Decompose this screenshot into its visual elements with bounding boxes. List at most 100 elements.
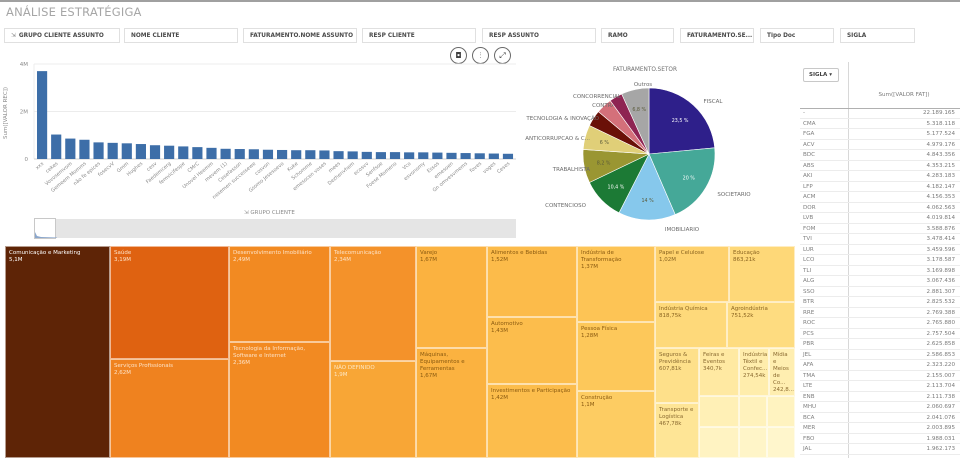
bar-scrollbar-thumb[interactable] (34, 218, 56, 239)
expand-button[interactable]: ⤢ (494, 47, 511, 64)
filter-grupo-cliente-assunto[interactable]: ⇲ GRUPO CLIENTE ASSUNTO (4, 28, 120, 43)
bar[interactable] (446, 152, 457, 159)
table-row[interactable]: SSO 2.881.307 (800, 287, 960, 297)
treemap-cell-small[interactable] (739, 427, 767, 458)
bar[interactable] (65, 138, 76, 159)
bar[interactable] (389, 152, 401, 159)
bar[interactable] (107, 142, 118, 159)
table-row[interactable]: ENB 2.111.738 (800, 392, 960, 402)
bar[interactable] (305, 150, 316, 159)
filter-resp-cliente[interactable]: RESP CLIENTE (362, 28, 476, 43)
bar[interactable] (375, 152, 386, 159)
bar[interactable] (135, 144, 146, 159)
bar[interactable] (432, 152, 443, 159)
table-row[interactable]: ROC 2.765.880 (800, 318, 960, 329)
bar[interactable] (192, 147, 203, 159)
table-row[interactable]: TLI 3.169.898 (800, 266, 960, 276)
bar[interactable] (37, 71, 48, 159)
table-row[interactable]: LCO 3.178.587 (800, 255, 960, 266)
bar[interactable] (333, 151, 344, 159)
treemap-cell[interactable]: NÃO DEFINIDO 1,9M (330, 361, 416, 458)
table-row[interactable]: BTR 2.825.532 (800, 297, 960, 308)
treemap-cell-small[interactable] (767, 396, 795, 427)
bar[interactable] (79, 139, 90, 159)
treemap-cell-small[interactable] (739, 396, 767, 427)
table-row[interactable]: DOR 4.062.563 (800, 203, 960, 213)
treemap-cell[interactable]: Transporte e Logística 467,78k (655, 403, 699, 458)
bar[interactable] (262, 149, 274, 159)
bar[interactable] (404, 152, 415, 159)
treemap-cell[interactable]: Investimentos e Participação 1,42M (487, 384, 577, 458)
treemap-cell[interactable]: Indústria Química 818,75k (655, 302, 727, 348)
bar[interactable] (361, 151, 372, 159)
treemap-cell-small[interactable] (767, 427, 795, 458)
treemap-cell[interactable]: Desenvolvimento Imobiliário 2,49M (229, 246, 330, 342)
table-row[interactable]: ACM 4.156.353 (800, 192, 960, 203)
bar[interactable] (277, 149, 288, 159)
table-row[interactable]: LTE 2.113.704 (800, 381, 960, 392)
table-row[interactable]: FOM 3.588.876 (800, 224, 960, 234)
sigla-dimension-button[interactable]: SIGLA ▾ (803, 68, 839, 82)
treemap-cell[interactable]: Serviços Profissionais 2,62M (110, 359, 229, 458)
bar[interactable] (164, 145, 175, 159)
table-row[interactable]: AKI 4.283.183 (800, 171, 960, 182)
table-row[interactable]: ALG 3.067.436 (800, 276, 960, 287)
pie-slice[interactable] (621, 87, 650, 155)
table-row[interactable]: FBO 1.988.031 (800, 434, 960, 444)
table-row[interactable]: TVI 3.478.414 (800, 234, 960, 245)
treemap-cell[interactable]: Feiras e Eventos 340,7k (699, 348, 739, 396)
table-row[interactable]: LFP 4.182.147 (800, 182, 960, 192)
treemap-cell[interactable]: Saúde 3,19M (110, 246, 229, 359)
table-row[interactable]: AFA 2.323.220 (800, 360, 960, 371)
treemap-cell[interactable]: Telecomunicação 2,34M (330, 246, 416, 361)
table-row[interactable]: - 22.189.165 (800, 108, 960, 119)
treemap-cell[interactable]: Agroindústria 751,52k (727, 302, 795, 348)
bar[interactable] (347, 151, 358, 159)
treemap-cell[interactable]: Comunicação e Marketing 5,1M (5, 246, 110, 458)
pie-slice[interactable] (618, 153, 676, 221)
treemap-cell[interactable]: Construção 1,1M (577, 391, 655, 458)
bar[interactable] (248, 149, 259, 159)
filter-faturamento-setor[interactable]: FATURAMENTO.SE... (680, 28, 754, 43)
bar[interactable] (488, 153, 499, 159)
filter-sigla[interactable]: SIGLA (840, 28, 915, 43)
table-row[interactable]: JAL 1.962.173 (800, 444, 960, 455)
treemap-cell[interactable]: Automotivo 1,43M (487, 317, 577, 384)
bar[interactable] (234, 149, 245, 159)
treemap-cell-small[interactable] (699, 427, 739, 458)
filter-nome-cliente[interactable]: NOME CLIENTE (124, 28, 238, 43)
table-row[interactable]: BDC 4.843.356 (800, 150, 960, 161)
table-row[interactable]: FGA 5.177.524 (800, 129, 960, 140)
filter-ramo[interactable]: RAMO (601, 28, 674, 43)
table-row[interactable]: MHU 2.060.697 (800, 402, 960, 413)
treemap-cell[interactable]: Papel e Celulose 1,02M (655, 246, 729, 302)
treemap-cell[interactable]: Varejo 1,67M (416, 246, 487, 348)
bar[interactable] (121, 143, 132, 159)
bar[interactable] (206, 147, 217, 159)
table-row[interactable]: CMA 5.318.118 (800, 119, 960, 129)
treemap-cell[interactable]: Indústria de Transformação 1,37M (577, 246, 655, 322)
treemap-cell[interactable]: Máquinas, Equipamentos e Ferramentas 1,67… (416, 348, 487, 458)
bar[interactable] (502, 153, 514, 159)
table-row[interactable]: PBR 2.625.858 (800, 339, 960, 350)
treemap-cell-small[interactable] (699, 396, 739, 427)
treemap-cell[interactable]: Pessoa Física 1,28M (577, 322, 655, 391)
table-row[interactable]: PCS 2.757.504 (800, 329, 960, 339)
bar[interactable] (319, 150, 330, 159)
table-row[interactable]: BCA 2.041.076 (800, 413, 960, 423)
pie-slice[interactable] (648, 87, 716, 155)
bar[interactable] (93, 142, 104, 159)
table-row[interactable]: MER 2.003.895 (800, 423, 960, 434)
treemap-cell[interactable]: Seguros & Previdência 607,81k (655, 348, 699, 403)
bar[interactable] (474, 153, 485, 159)
treemap-cell[interactable]: Indústria Têxtil e Confec... 274,54k (739, 348, 769, 396)
table-row[interactable]: JEL 2.586.853 (800, 350, 960, 360)
bar[interactable] (178, 146, 189, 159)
bar[interactable] (149, 145, 161, 159)
pie-slice[interactable] (648, 147, 716, 215)
treemap-cell[interactable]: Tecnologia da Informação, Software e Int… (229, 342, 330, 458)
filter-tipo-doc[interactable]: Tipo Doc (760, 28, 834, 43)
bar[interactable] (291, 150, 302, 159)
table-row[interactable]: ABS 4.353.215 (800, 161, 960, 171)
treemap-cell[interactable]: Educação 863,21k (729, 246, 795, 302)
